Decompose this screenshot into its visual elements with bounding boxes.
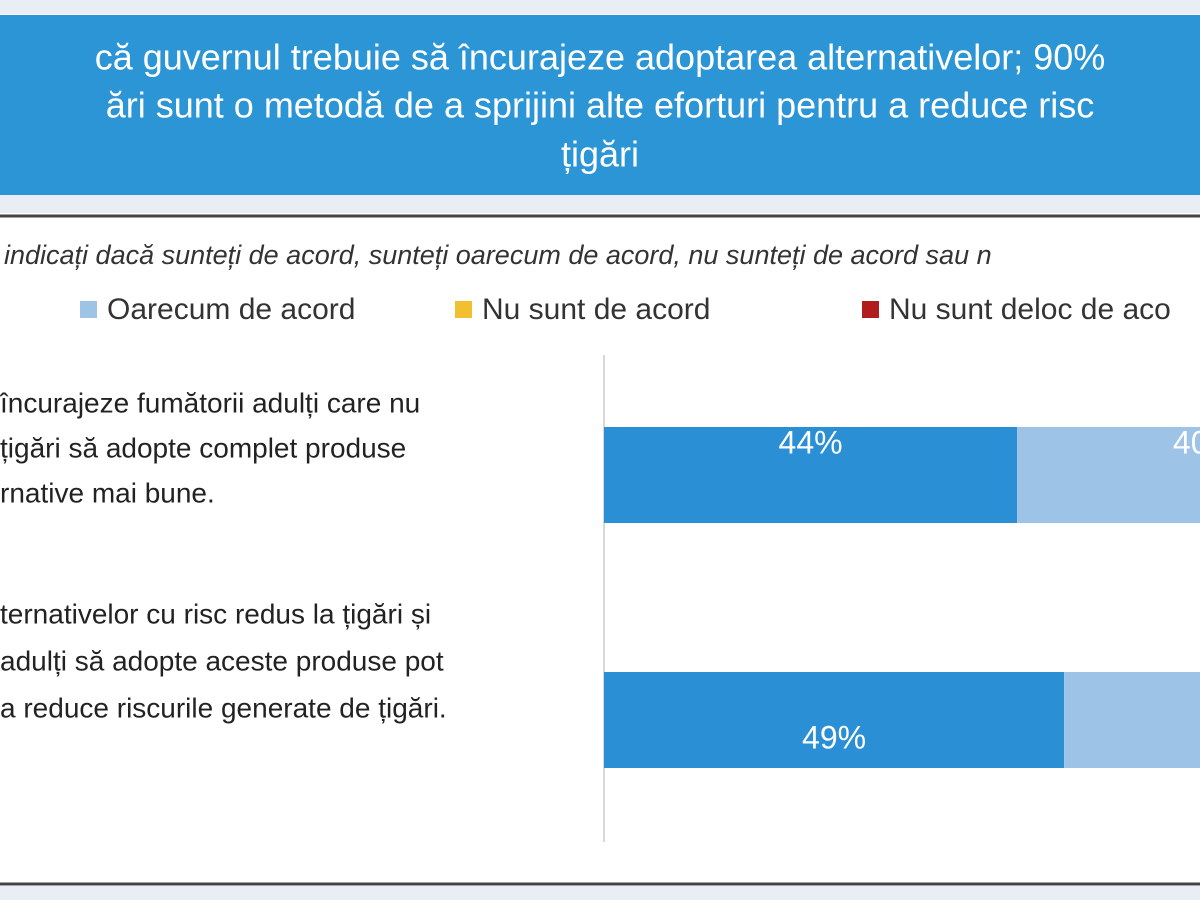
top-strip [0,0,1200,14]
legend-swatch [455,301,472,318]
value-label: 44% [779,424,843,460]
bar-segment [1017,427,1200,523]
category-label: adulți să adopte aceste produse pot [0,645,444,676]
bar-segment [604,672,1065,768]
title-gap [0,195,1200,213]
category-label: a reduce riscurile generate de țigări. [0,692,447,723]
legend-label: Oarecum de acord [107,293,355,326]
chart-title: ări sunt o metodă de a sprijini alte efo… [106,85,1095,126]
bar-segment [1064,672,1200,768]
category-label: rnative mai bune. [0,477,215,508]
category-label: încurajeze fumătorii adulți care nu [0,387,420,418]
category-label: țigări să adopte complet produse [0,432,406,463]
category-label: ternativelor cu risc redus la țigări și [0,598,431,629]
legend-label: Nu sunt de acord [482,293,710,326]
bar-segment [604,427,1018,523]
chart-title: că guvernul trebuie să încurajeze adopta… [95,37,1106,78]
value-label: 40% [1173,424,1200,460]
subtitle: indicați dacă sunteți de acord, sunteți … [4,240,992,270]
chart-title: țigări [561,134,639,175]
legend-swatch [862,301,879,318]
value-label: 49% [802,719,866,755]
legend-swatch [80,301,97,318]
bottom-strip [0,886,1200,900]
title-box [0,15,1200,195]
legend-label: Nu sunt deloc de aco [889,293,1171,326]
